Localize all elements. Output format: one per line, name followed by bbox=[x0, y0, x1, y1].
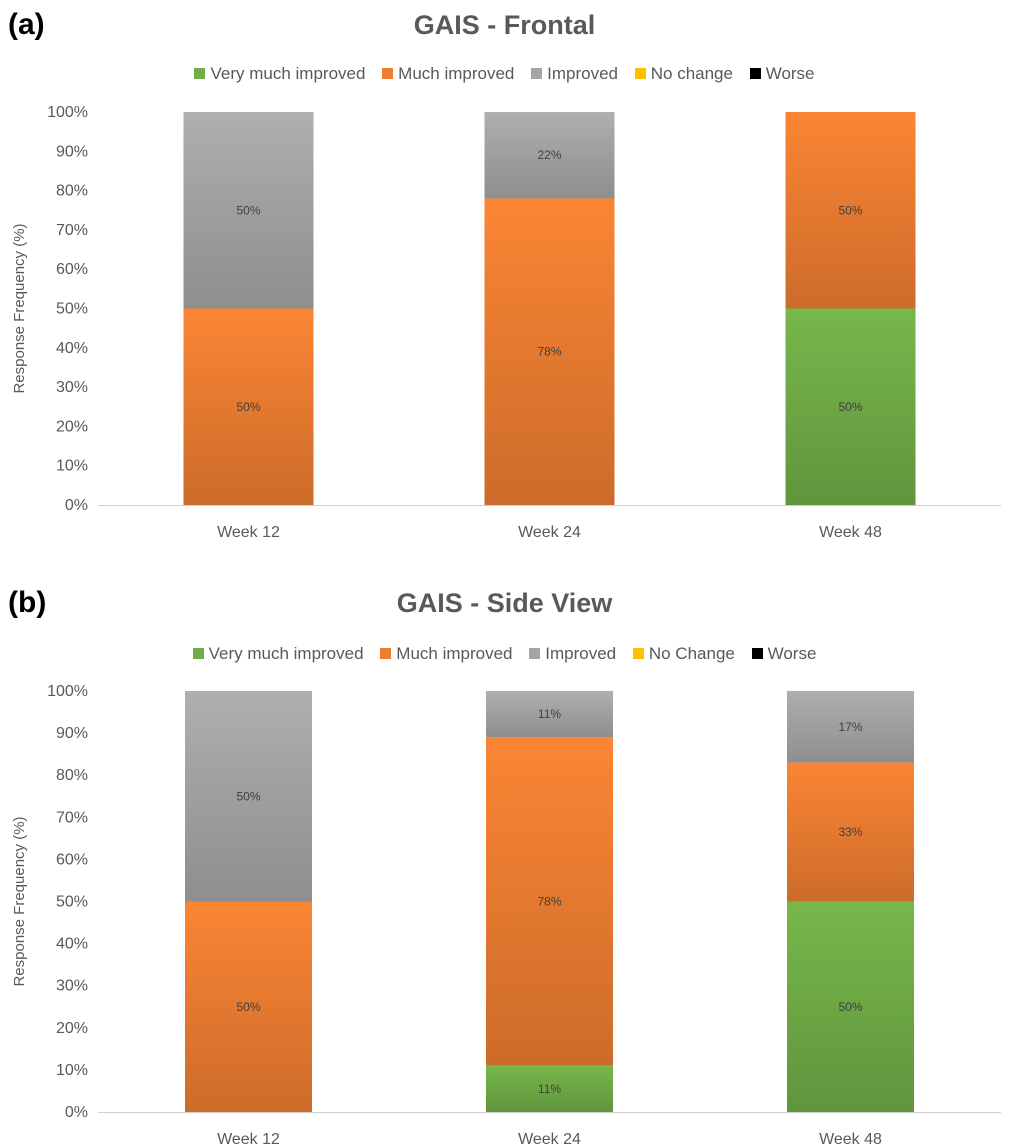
legend-label: No change bbox=[650, 64, 733, 83]
legend-label: Worse bbox=[767, 644, 817, 663]
legend-label: No Change bbox=[648, 644, 735, 663]
legend-item-very-much-improved: Very much improved bbox=[192, 644, 364, 664]
y-tick-label: 40% bbox=[56, 936, 88, 953]
data-label: 78% bbox=[537, 345, 561, 359]
y-tick-label: 30% bbox=[56, 978, 88, 995]
data-label: 50% bbox=[236, 400, 260, 414]
x-category-label: Week 24 bbox=[518, 1131, 581, 1146]
legend-item-no-change: No Change bbox=[632, 644, 735, 664]
data-label: 17% bbox=[838, 720, 862, 734]
bar-segment-much-improved-week-12 bbox=[185, 901, 312, 1112]
panel-label: (a) bbox=[8, 8, 45, 41]
legend-swatch bbox=[192, 648, 204, 659]
y-tick-label: 60% bbox=[56, 261, 88, 278]
legend-swatch bbox=[194, 68, 206, 79]
chart-title: GAIS - Side View bbox=[396, 588, 613, 618]
legend-swatch bbox=[382, 68, 394, 79]
x-category-label: Week 12 bbox=[217, 524, 280, 541]
data-label: 22% bbox=[537, 148, 561, 162]
data-label: 50% bbox=[838, 1000, 862, 1014]
data-label: 50% bbox=[236, 789, 260, 803]
legend-label: Improved bbox=[547, 64, 618, 83]
legend-item-no-change: No change bbox=[634, 64, 733, 84]
legend: Very much improved Much improved Improve… bbox=[0, 64, 1009, 84]
data-label: 50% bbox=[236, 1000, 260, 1014]
data-label: 50% bbox=[236, 203, 260, 217]
legend-swatch bbox=[634, 68, 646, 79]
x-category-label: Week 48 bbox=[819, 1131, 882, 1146]
x-category-label: Week 48 bbox=[819, 524, 882, 541]
legend-item-much-improved: Much improved bbox=[380, 644, 513, 664]
y-tick-label: 100% bbox=[47, 104, 88, 121]
legend-item-very-much-improved: Very much improved bbox=[194, 64, 365, 84]
y-tick-label: 100% bbox=[47, 683, 88, 700]
data-label: 50% bbox=[838, 203, 862, 217]
y-tick-label: 0% bbox=[65, 1104, 88, 1121]
data-label: 33% bbox=[838, 825, 862, 839]
legend-swatch bbox=[632, 648, 644, 659]
y-tick-label: 90% bbox=[56, 143, 88, 160]
bar-chart-side-view: 0% 10% 20% 30% 40% 50% 60% 70% 80% 90% 100% Respons… bbox=[11, 683, 1001, 1146]
legend-label: Much improved bbox=[398, 64, 515, 83]
data-label: 78% bbox=[537, 895, 561, 909]
legend-label: Very much improved bbox=[210, 64, 366, 83]
y-tick-label: 80% bbox=[56, 183, 88, 200]
bar-segment-very-much-improved-week-48 bbox=[785, 308, 916, 505]
y-tick-label: 50% bbox=[56, 894, 88, 911]
legend-label: Worse bbox=[765, 64, 815, 83]
bar-segment-improved-week-24 bbox=[484, 112, 615, 199]
chart-panel-b: (b) GAIS - Side View Very much improved … bbox=[0, 578, 1009, 1146]
legend-swatch bbox=[749, 68, 761, 79]
legend-item-improved: Improved bbox=[531, 64, 618, 84]
y-tick-label: 20% bbox=[56, 418, 88, 435]
bar-segment-much-improved-week-48 bbox=[785, 112, 916, 309]
y-tick-label: 50% bbox=[56, 301, 88, 318]
y-tick-label: 30% bbox=[56, 379, 88, 396]
bar-segment-much-improved-week-24 bbox=[484, 198, 615, 505]
bar-segment-improved-week-48 bbox=[787, 691, 914, 763]
legend-label: Improved bbox=[545, 644, 617, 663]
chart-panel-a: (a) GAIS - Frontal Very much improved Mu… bbox=[0, 0, 1009, 560]
data-label: 11% bbox=[538, 707, 561, 721]
data-label: 11% bbox=[538, 1082, 561, 1096]
panel-label: (b) bbox=[8, 586, 47, 619]
legend-label: Very much improved bbox=[208, 644, 364, 663]
y-tick-label: 70% bbox=[56, 222, 88, 239]
y-tick-label: 10% bbox=[56, 1062, 88, 1079]
legend-swatch bbox=[380, 648, 392, 659]
legend-item-worse: Worse bbox=[749, 64, 815, 84]
bar-chart-frontal: 0% 10% 20% 30% 40% 50% 60% 70% 80% 90% 100% Respons… bbox=[11, 104, 1001, 541]
y-tick-label: 80% bbox=[56, 767, 88, 784]
y-tick-label: 60% bbox=[56, 851, 88, 868]
bar-segment-improved-week-12 bbox=[183, 112, 314, 309]
y-tick-label: 90% bbox=[56, 725, 88, 742]
legend-swatch bbox=[529, 648, 541, 659]
y-axis-title: Response Frequency (%) bbox=[11, 223, 28, 393]
x-category-label: Week 12 bbox=[217, 1131, 280, 1146]
legend-item-much-improved: Much improved bbox=[382, 64, 514, 84]
data-label: 50% bbox=[838, 400, 862, 414]
legend-item-worse: Worse bbox=[751, 644, 817, 664]
y-tick-label: 20% bbox=[56, 1020, 88, 1037]
y-tick-label: 10% bbox=[56, 458, 88, 475]
chart-title: GAIS - Frontal bbox=[413, 10, 596, 40]
legend-swatch bbox=[751, 648, 763, 659]
bar-segment-improved-week-12 bbox=[185, 691, 312, 902]
legend-swatch bbox=[531, 68, 543, 79]
bar-segment-much-improved-week-24 bbox=[486, 737, 613, 1066]
y-tick-label: 0% bbox=[65, 497, 88, 514]
bar-segment-much-improved-week-12 bbox=[183, 308, 314, 505]
legend: Very much improved Much improved Improve… bbox=[0, 644, 1009, 664]
y-axis-title: Response Frequency (%) bbox=[11, 816, 28, 986]
legend-label: Much improved bbox=[396, 644, 513, 663]
legend-item-improved: Improved bbox=[529, 644, 616, 664]
y-tick-label: 40% bbox=[56, 340, 88, 357]
bar-segment-improved-week-24 bbox=[486, 691, 613, 738]
bar-segment-very-much-improved-week-24 bbox=[486, 1065, 613, 1112]
y-tick-label: 70% bbox=[56, 809, 88, 826]
x-category-label: Week 24 bbox=[518, 524, 581, 541]
bar-segment-very-much-improved-week-48 bbox=[787, 901, 914, 1112]
bar-segment-much-improved-week-48 bbox=[787, 762, 914, 902]
